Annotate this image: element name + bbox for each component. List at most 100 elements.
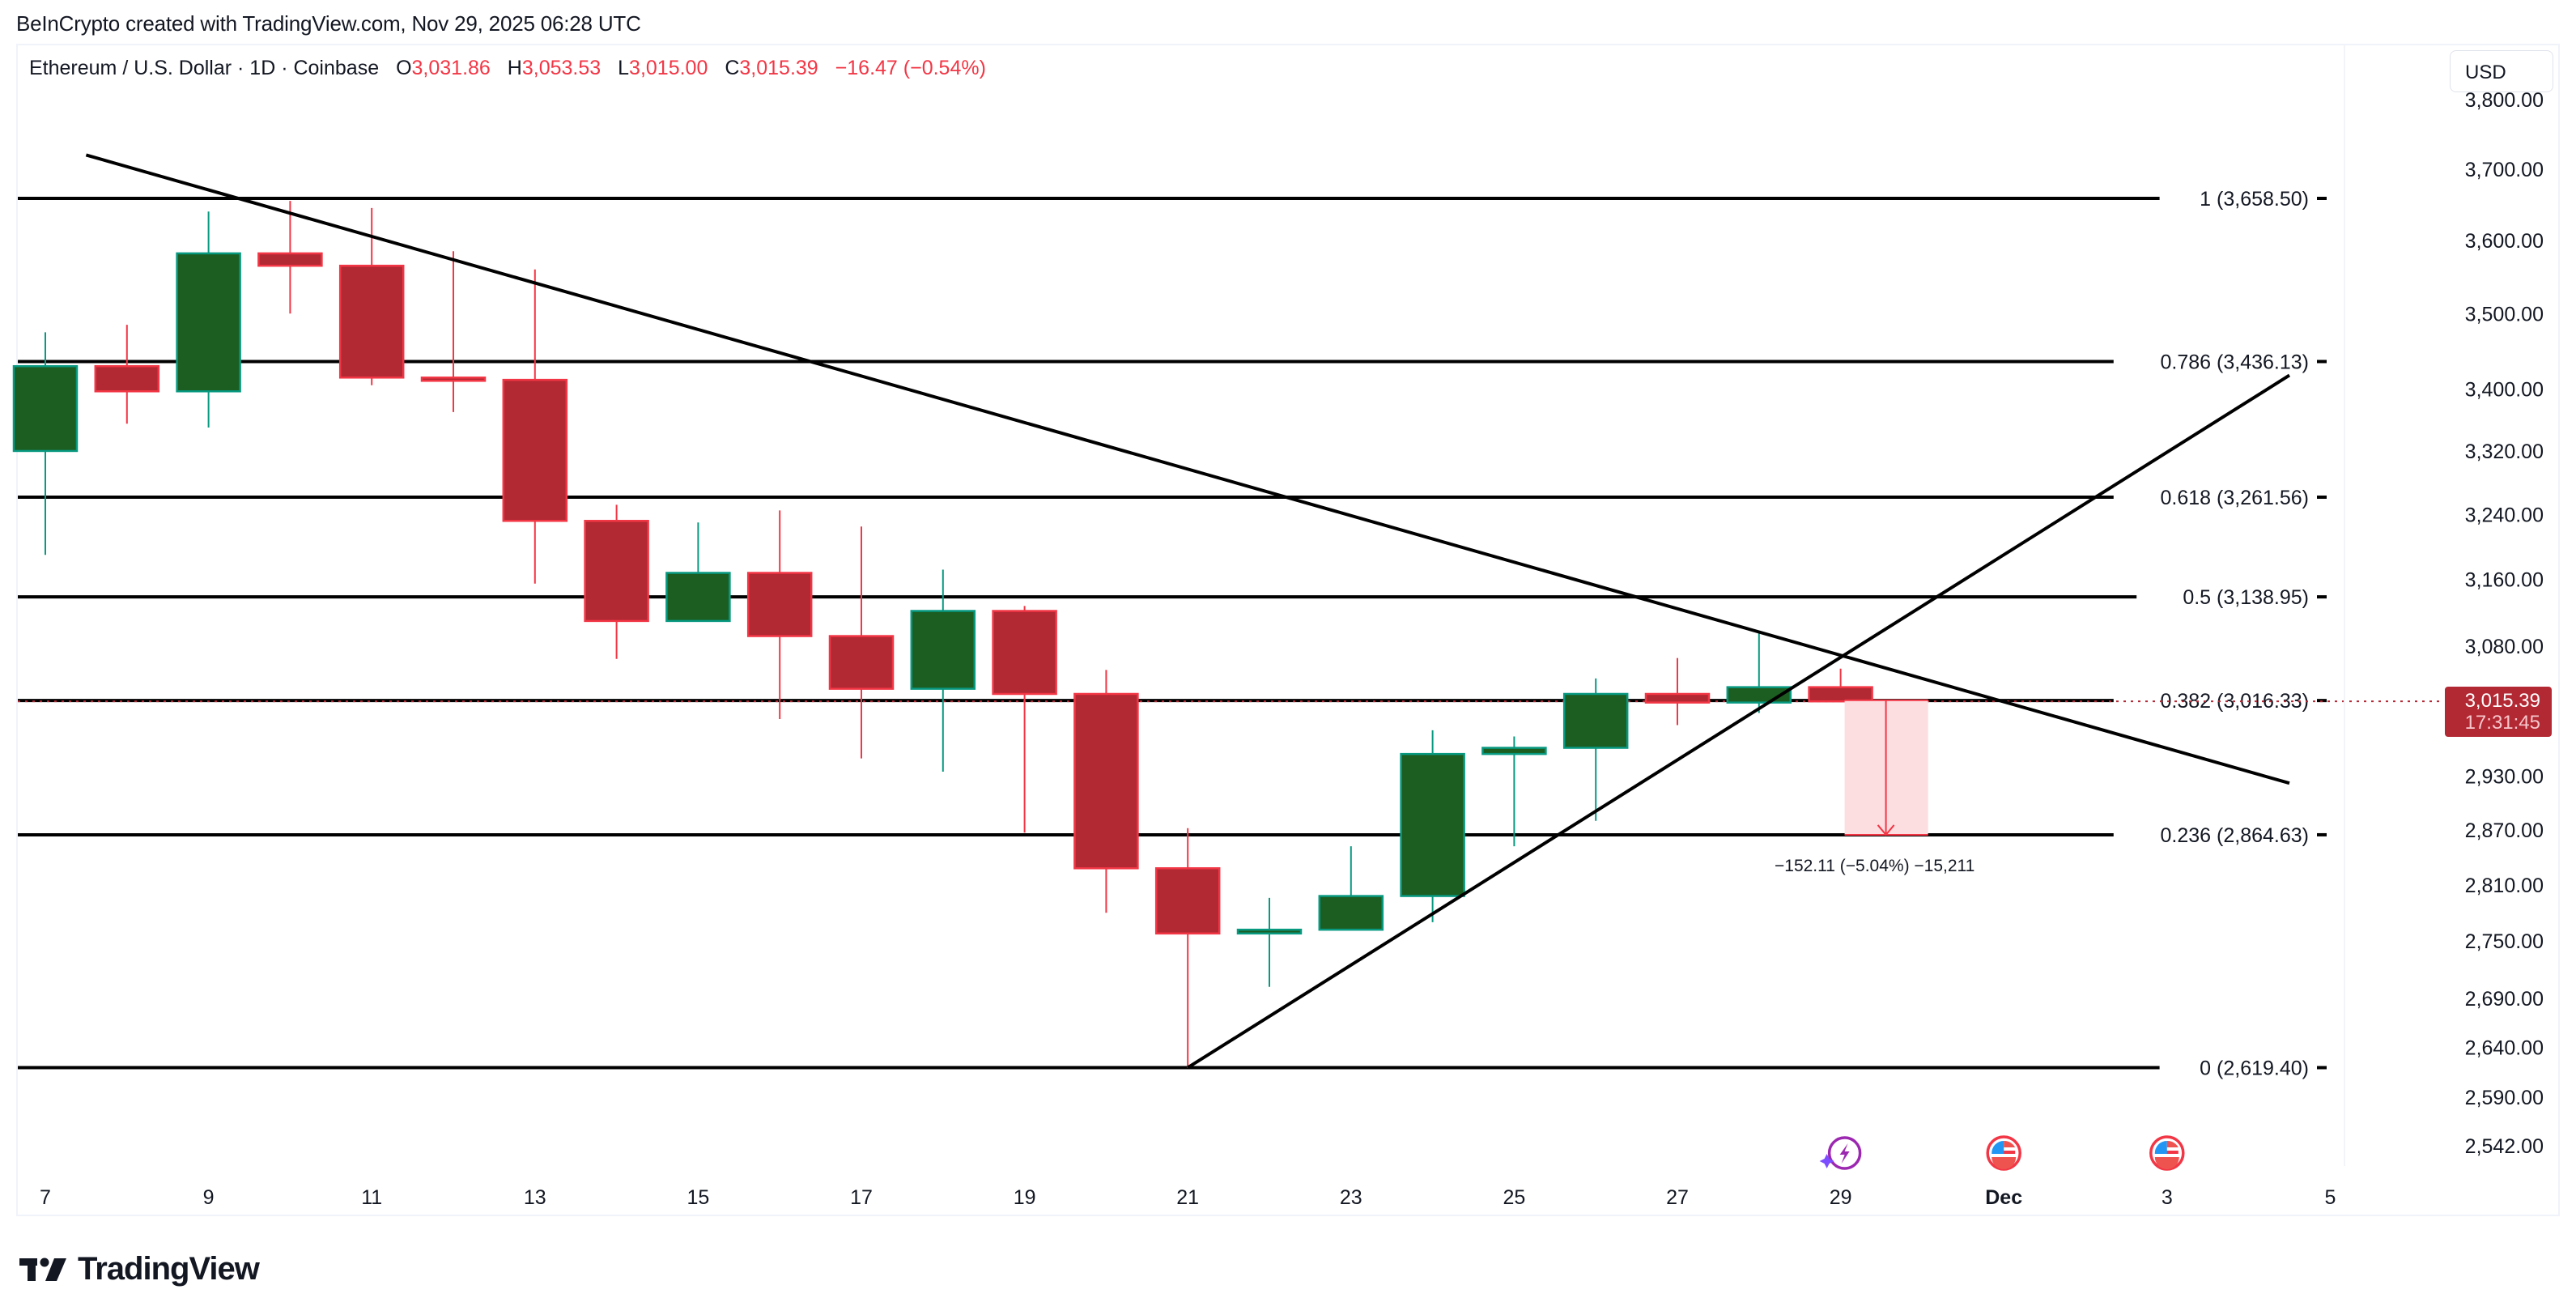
current-price: 3,015.39 xyxy=(2464,690,2540,712)
trendlines[interactable] xyxy=(85,153,2291,1070)
fib-level-label: 0 (2,619.40) xyxy=(2200,1057,2309,1079)
candle[interactable] xyxy=(1808,668,1873,703)
price-tick-label: 3,600.00 xyxy=(2465,230,2544,253)
date-tick-label: 5 xyxy=(2324,1186,2336,1209)
candle[interactable] xyxy=(1154,828,1221,1068)
price-tick-label: 3,500.00 xyxy=(2465,303,2544,326)
candle[interactable] xyxy=(665,522,731,623)
candle[interactable] xyxy=(1318,846,1384,931)
candle[interactable] xyxy=(12,332,79,555)
date-tick-label: 3 xyxy=(2162,1186,2173,1209)
candle[interactable] xyxy=(992,606,1057,833)
candle-body xyxy=(1318,895,1384,931)
date-tick-label: 13 xyxy=(524,1186,546,1209)
low-value: 3,015.00 xyxy=(629,57,708,79)
time-axis[interactable]: 7 9 11 13 15 17 19 21 23 25 27 29 Dec 3 5 xyxy=(40,1186,2336,1209)
close-label: C xyxy=(725,57,740,79)
date-tick-label: 25 xyxy=(1503,1186,1525,1209)
high-label: H xyxy=(507,57,522,79)
candle-body xyxy=(502,378,568,522)
candle-body xyxy=(420,377,487,382)
candle-body xyxy=(1562,692,1629,749)
price-tick-label: 3,700.00 xyxy=(2465,159,2544,181)
descending-resistance-trendline[interactable] xyxy=(85,153,2290,785)
candle[interactable] xyxy=(1481,736,1547,847)
candle[interactable] xyxy=(1400,730,1465,922)
candle-body xyxy=(1073,692,1139,870)
date-tick-label: 11 xyxy=(361,1186,382,1209)
candle[interactable] xyxy=(1644,658,1711,726)
candle[interactable] xyxy=(1726,633,1792,713)
measure-label: −152.11 (−5.04%) −15,211 xyxy=(1775,857,1975,875)
open-label: O xyxy=(396,57,412,79)
price-tick-label: 3,240.00 xyxy=(2465,504,2544,526)
candle-body xyxy=(1154,867,1221,935)
date-tick-label: 21 xyxy=(1176,1186,1199,1209)
candle-body xyxy=(1644,692,1711,704)
price-tick-label: 2,640.00 xyxy=(2465,1036,2544,1059)
symbol-legend: Ethereum / U.S. Dollar · 1D · Coinbase O… xyxy=(29,57,986,80)
event-markers[interactable] xyxy=(1819,1135,2185,1171)
candle-body xyxy=(94,364,160,393)
candle-body xyxy=(746,572,813,637)
tradingview-logo[interactable]: TradingView xyxy=(19,1251,260,1287)
price-tick-label: 3,160.00 xyxy=(2465,569,2544,592)
fib-level-label: 0.236 (2,864.63) xyxy=(2161,824,2309,847)
candle-body xyxy=(1236,928,1303,935)
candle-body xyxy=(12,364,79,453)
candle[interactable] xyxy=(746,510,813,719)
candle-body xyxy=(910,610,976,690)
candle[interactable] xyxy=(257,201,323,314)
candle-body xyxy=(257,252,323,267)
arrow-down-icon xyxy=(1877,824,1895,836)
high-value: 3,053.53 xyxy=(521,57,601,79)
candle[interactable] xyxy=(828,526,895,759)
candle[interactable] xyxy=(1073,670,1139,913)
candle-body xyxy=(665,572,731,623)
lightning-sparkle-icon[interactable] xyxy=(1819,1136,1862,1170)
price-tick-label: 2,690.00 xyxy=(2465,988,2544,1011)
fib-level-label: 1 (3,658.50) xyxy=(2200,188,2309,211)
price-tick-label: 3,800.00 xyxy=(2465,89,2544,112)
price-tick-label: 2,542.00 xyxy=(2465,1135,2544,1158)
candle[interactable] xyxy=(338,207,405,385)
low-label: L xyxy=(618,57,630,79)
candle-body xyxy=(1808,686,1873,703)
candle[interactable] xyxy=(1236,897,1303,987)
tradingview-wordmark: TradingView xyxy=(78,1251,260,1287)
currency-button[interactable]: USD xyxy=(2450,50,2553,92)
date-tick-label: 7 xyxy=(40,1186,51,1209)
price-tick-label: 3,320.00 xyxy=(2465,440,2544,463)
us-flag-icon[interactable] xyxy=(1986,1135,2021,1171)
date-tick-label: 29 xyxy=(1830,1186,1852,1209)
change-value: −16.47 (−0.54%) xyxy=(835,57,986,79)
price-range-measure[interactable]: −152.11 (−5.04%) −15,211 xyxy=(1775,699,1975,875)
price-axis[interactable]: 3,800.00 3,700.00 3,600.00 3,500.00 3,400.00… xyxy=(2344,45,2544,1166)
candle[interactable] xyxy=(584,504,649,659)
us-flag-icon[interactable] xyxy=(2149,1135,2185,1171)
candle[interactable] xyxy=(502,269,568,584)
candle[interactable] xyxy=(94,325,160,424)
candle-body xyxy=(584,520,649,623)
price-tick-label: 3,080.00 xyxy=(2465,636,2544,658)
attribution-text: BeInCrypto created with TradingView.com,… xyxy=(16,11,641,36)
price-tick-label: 2,590.00 xyxy=(2465,1087,2544,1109)
price-tick-label: 3,400.00 xyxy=(2465,378,2544,401)
close-value: 3,015.39 xyxy=(739,57,818,79)
date-tick-label: Dec xyxy=(1985,1186,2022,1209)
date-tick-label: 15 xyxy=(687,1186,709,1209)
symbol-title: Ethereum / U.S. Dollar · 1D · Coinbase xyxy=(29,57,380,79)
candle[interactable] xyxy=(910,569,976,772)
date-tick-label: 23 xyxy=(1340,1186,1362,1209)
candle-body xyxy=(1481,747,1547,755)
candle[interactable] xyxy=(420,251,487,412)
price-tick-label: 2,810.00 xyxy=(2465,875,2544,897)
candle[interactable] xyxy=(1562,678,1629,821)
ascending-support-trendline[interactable] xyxy=(1187,373,2291,1070)
fib-level-label: 0.5 (3,138.95) xyxy=(2183,586,2309,609)
open-value: 3,031.86 xyxy=(411,57,491,79)
chart-frame[interactable] xyxy=(16,44,2560,1216)
candle[interactable] xyxy=(176,211,241,428)
tradingview-logo-icon xyxy=(19,1258,66,1281)
